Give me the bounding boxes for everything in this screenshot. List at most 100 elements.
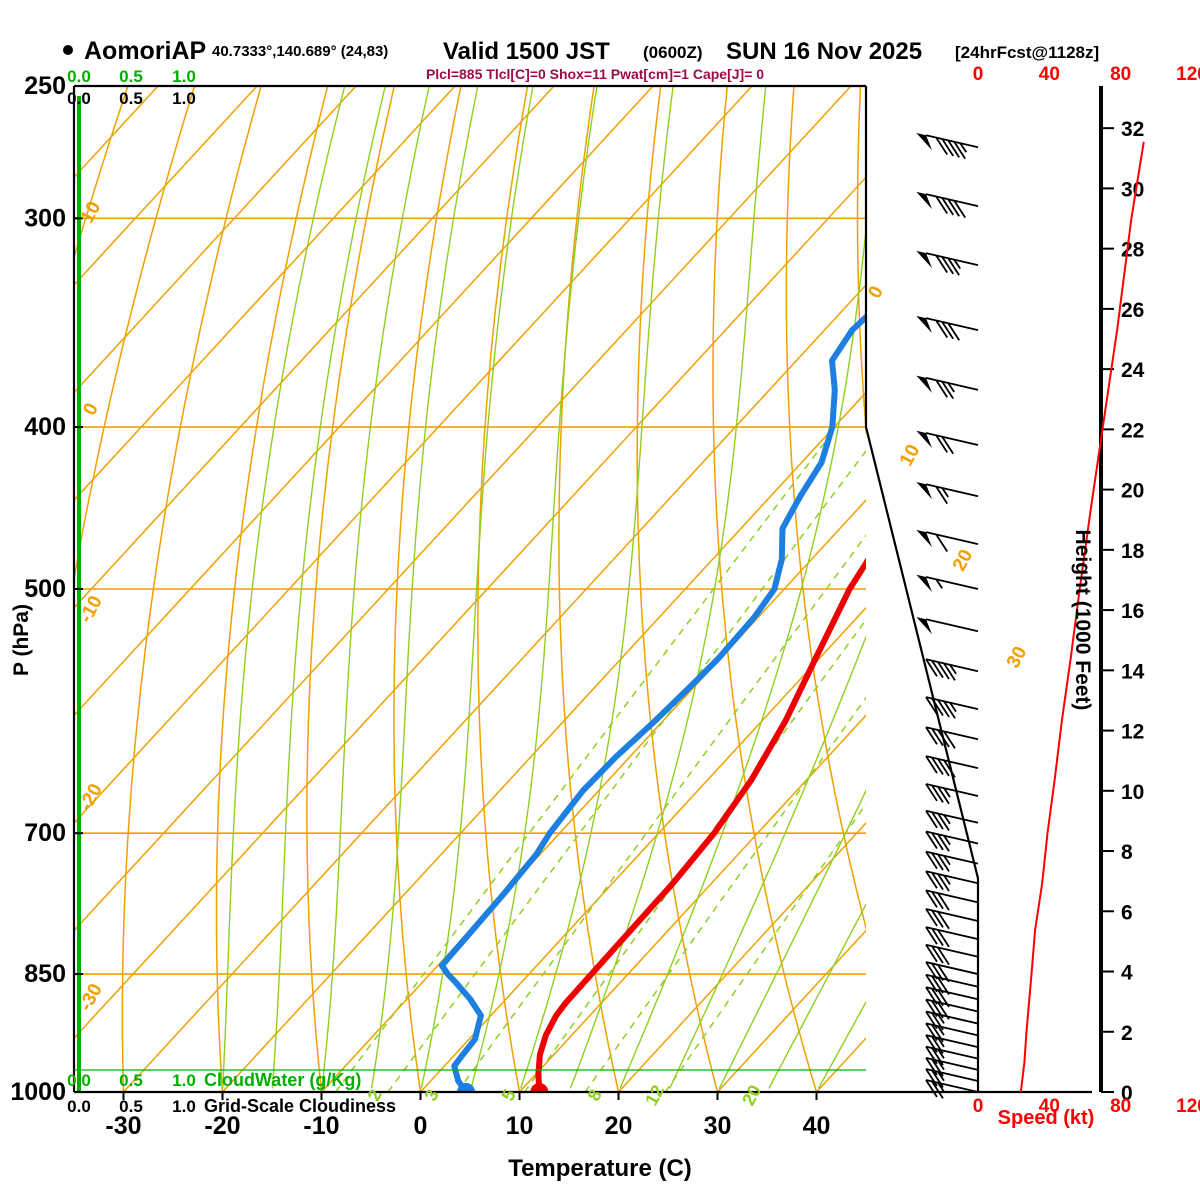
wind-barb: [925, 926, 979, 948]
barb-pennant: [916, 250, 932, 269]
moist-adiabat-line: [768, 902, 866, 1089]
barb-shaft: [925, 376, 979, 391]
barb-half: [937, 1048, 945, 1059]
barb-full: [931, 1000, 944, 1019]
barb-half: [937, 1082, 945, 1093]
barb-half: [943, 835, 951, 846]
speed-tick-label: 0: [973, 64, 984, 85]
barb-full: [943, 700, 956, 719]
cloudwater-tick-label: 1.0: [172, 67, 196, 86]
forecast-tag: [24hrFcst@1128z]: [955, 43, 1099, 62]
wind-barb: [925, 1057, 979, 1077]
mixing-ratio-line: [387, 449, 866, 1092]
barb-full: [931, 891, 944, 910]
barb-shaft: [925, 726, 979, 741]
cloudwater-tick-label: 0.5: [119, 67, 143, 86]
skewt-grid: [74, 86, 866, 1092]
barb-shaft: [925, 696, 979, 710]
wind-barb: [925, 783, 979, 805]
dry-adiabat-line: [306, 86, 396, 1092]
barb-full: [931, 832, 944, 851]
barb-pennant: [916, 430, 932, 448]
height-tick-label: 12: [1121, 721, 1144, 744]
wind-speed-profile-line: [1019, 141, 1145, 1093]
height-tick-label: 0: [1121, 1082, 1133, 1105]
barb-shaft: [925, 926, 979, 940]
barb-half: [959, 142, 967, 153]
station-name: AomoriAP: [84, 37, 206, 65]
barb-full: [931, 660, 944, 679]
wind-barb: [925, 870, 979, 892]
barb-full: [937, 873, 950, 892]
barb-full: [937, 947, 950, 966]
dry-adiabat-line: [636, 86, 719, 1092]
barb-full: [937, 989, 950, 1008]
barb-full: [925, 726, 938, 745]
barb-full: [947, 257, 960, 276]
barb-full: [931, 784, 944, 803]
barb-full: [943, 759, 956, 778]
barb-full: [931, 909, 944, 928]
temperature-tick-label: 0: [414, 1112, 428, 1140]
barb-full: [931, 1069, 944, 1088]
barb-half: [935, 578, 943, 589]
barb-half: [937, 1037, 945, 1048]
pressure-tick-label: 300: [24, 204, 66, 232]
cloudiness-tick-label: 1.0: [172, 89, 196, 108]
barb-pennant: [916, 315, 932, 334]
barb-full: [937, 853, 950, 872]
isotherm-line: [122, 283, 866, 1092]
barb-full: [941, 321, 954, 340]
height-tick-label: 20: [1121, 480, 1144, 503]
wind-barb: [925, 1045, 979, 1066]
dry-adiabat-line: [856, 86, 866, 438]
barb-shaft: [925, 531, 979, 545]
height-tick-label: 6: [1121, 901, 1133, 924]
wind-barb: [925, 755, 979, 778]
mixing-ratio-line: [664, 802, 866, 1092]
barb-pennant: [916, 482, 932, 500]
wind-barb: [925, 850, 979, 872]
barb-half: [943, 814, 951, 825]
barb-full: [947, 322, 960, 341]
barb-full: [931, 1047, 944, 1066]
height-tick-label: 2: [1121, 1022, 1133, 1045]
temperature-profile-line: [535, 557, 866, 1092]
isotherm-line: [74, 86, 753, 825]
barb-shaft: [925, 483, 979, 498]
cloudwater-tick-label: 0.5: [119, 1071, 143, 1090]
barb-pennant: [916, 191, 932, 210]
isotherm-line: [221, 391, 866, 1092]
moist-adiabat-line: [619, 223, 866, 1089]
temperature-axis-label: Temperature (C): [508, 1155, 692, 1182]
barb-half: [937, 1013, 945, 1024]
barb-full: [925, 926, 938, 945]
profile-curves: [438, 312, 866, 1092]
height-tick-label: 18: [1121, 540, 1145, 563]
pressure-axis-label: P (hPa): [10, 604, 33, 676]
barb-full: [937, 977, 950, 996]
dry-adiabat-line: [785, 86, 866, 931]
barb-full: [937, 813, 950, 831]
cloudiness-tick-label: 1.0: [172, 1097, 196, 1116]
header: AomoriAP 40.7333°,140.689° (24,83) Valid…: [63, 37, 1099, 82]
barb-shaft: [925, 252, 979, 267]
height-tick-label: 30: [1121, 178, 1144, 201]
barb-full: [947, 139, 960, 158]
barb-shaft: [925, 576, 979, 590]
barb-shaft: [925, 432, 979, 446]
cloudwater-axis-label: CloudWater (g/Kg): [204, 1070, 361, 1090]
speed-tick-label: 40: [1039, 1096, 1060, 1117]
barb-full: [925, 961, 938, 980]
wind-barb: [916, 617, 979, 635]
isotherm-line: [74, 86, 654, 717]
barb-full: [925, 755, 938, 774]
barb-full: [925, 889, 938, 908]
temperature-tick-label: 20: [605, 1112, 633, 1140]
barb-full: [931, 872, 944, 891]
pressure-tick-label: 1000: [10, 1078, 66, 1106]
barb-full: [935, 379, 948, 398]
barb-full: [925, 696, 938, 715]
pressure-tick-label: 250: [24, 72, 66, 100]
barb-full: [937, 911, 950, 930]
